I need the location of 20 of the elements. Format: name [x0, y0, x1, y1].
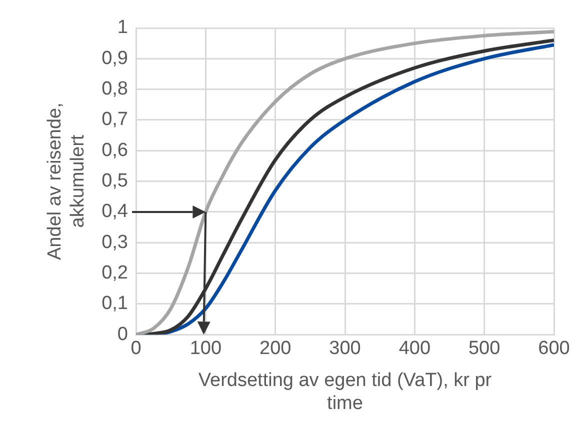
y-tick-label: 0,7 — [102, 109, 128, 130]
y-tick-label: 0,2 — [102, 262, 128, 284]
y-tick-label: 0,5 — [102, 170, 128, 192]
y-tick-label: 0 — [117, 324, 128, 345]
y-axis-title: Andel av reisende, akkumulert — [44, 102, 88, 260]
x-tick-label: 300 — [329, 338, 361, 360]
x-tick-label: 600 — [538, 338, 570, 360]
y-tick-label: 0,9 — [102, 48, 128, 69]
y-tick-label: 0,4 — [102, 201, 128, 222]
y-tick-label: 0,6 — [102, 140, 128, 161]
y-tick-label: 1 — [117, 17, 128, 38]
y-tick-label: 0,1 — [102, 293, 128, 314]
x-axis-title: Verdsetting av egen tid (VaT), kr pr time — [198, 370, 492, 414]
x-tick-label: 500 — [468, 338, 500, 360]
x-tick-label: 0 — [130, 338, 142, 360]
y-tick-label: 0,3 — [102, 232, 128, 253]
x-tick-label: 100 — [190, 338, 222, 360]
x-tick-label: 400 — [398, 338, 431, 360]
x-tick-label: 200 — [259, 338, 292, 360]
y-tick-label: 0,8 — [102, 78, 128, 100]
